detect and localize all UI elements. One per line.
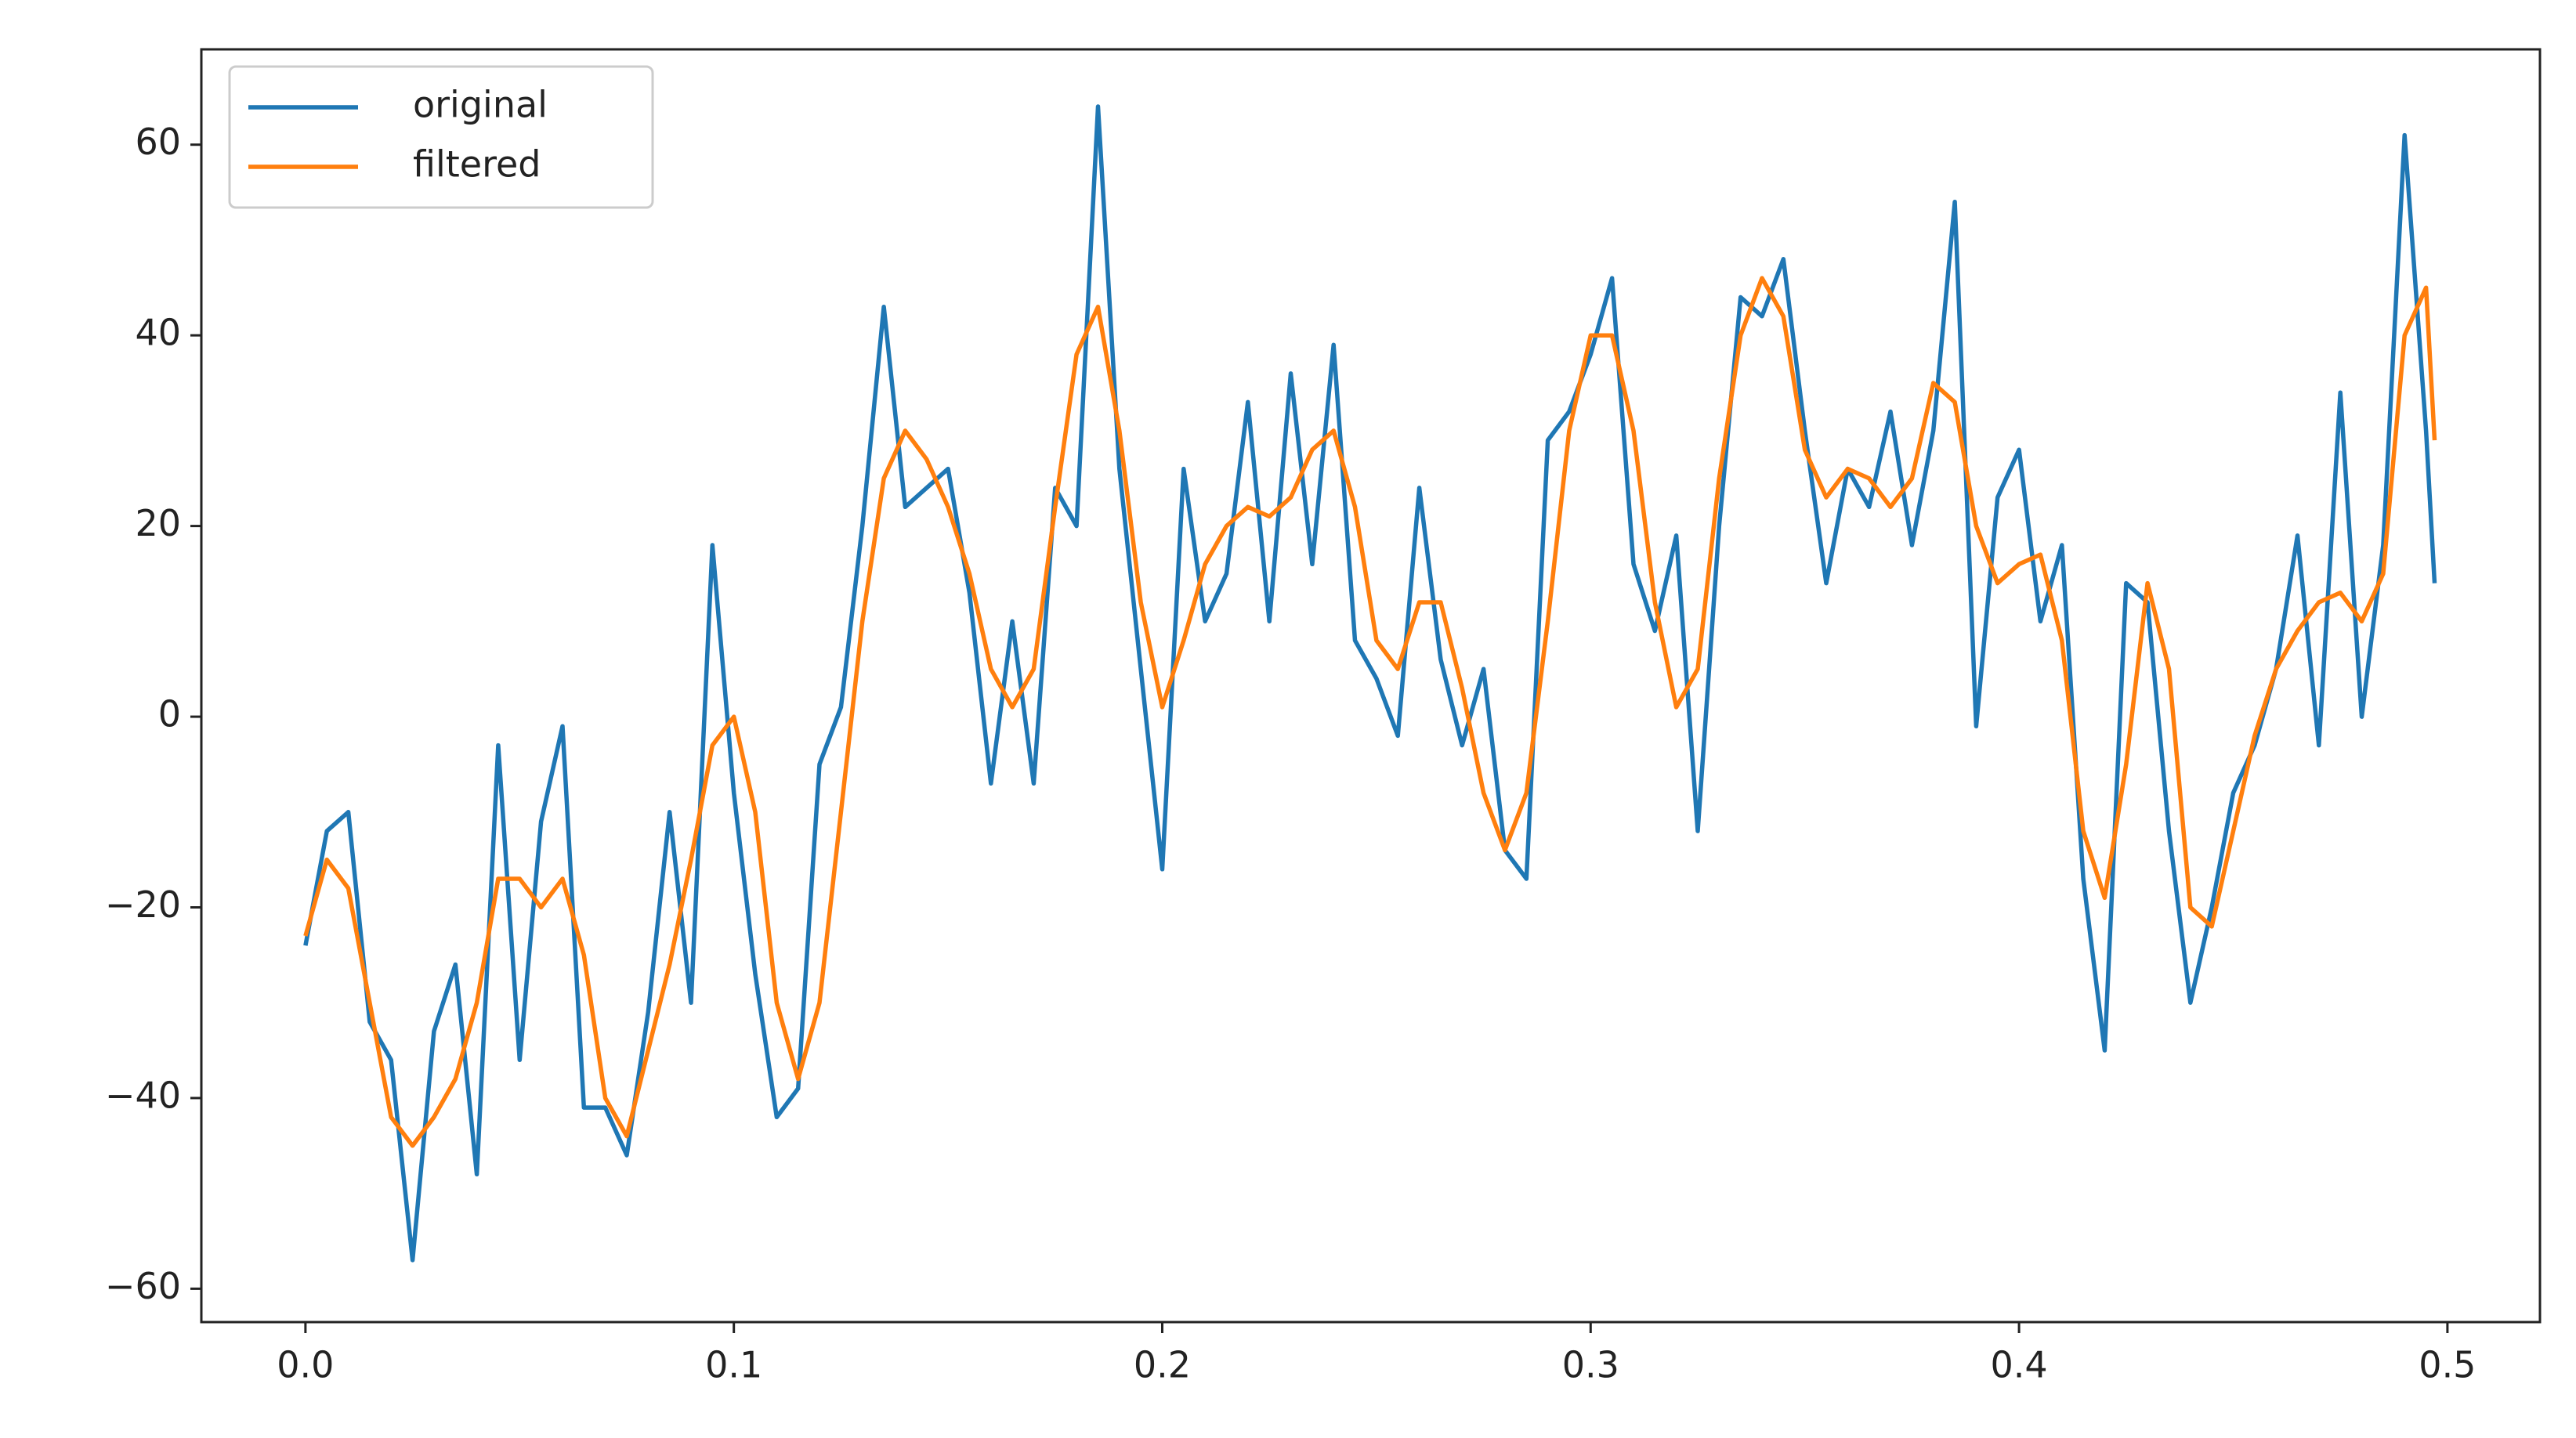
- y-tick-label: 60: [135, 121, 181, 163]
- legend-label: filtered: [413, 143, 541, 186]
- x-tick-label: 0.3: [1562, 1344, 1619, 1386]
- x-tick-label: 0.1: [705, 1344, 762, 1386]
- y-tick-label: −40: [105, 1074, 181, 1116]
- x-tick-label: 0.0: [277, 1344, 334, 1386]
- series-line: [303, 104, 2437, 1263]
- x-tick-label: 0.5: [2419, 1344, 2476, 1386]
- legend: original filtered: [228, 65, 654, 209]
- x-tick-label: 0.4: [1991, 1344, 2048, 1386]
- y-tick-label: −20: [105, 883, 181, 926]
- series-line: [303, 276, 2437, 1148]
- y-tick-label: 40: [135, 312, 181, 354]
- plot-frame: [200, 48, 2542, 1324]
- legend-label: original: [413, 84, 548, 126]
- y-tick-label: 20: [135, 502, 181, 544]
- x-tick-label: 0.2: [1134, 1344, 1191, 1386]
- legend-box: [228, 65, 654, 209]
- y-tick-label: −60: [105, 1265, 181, 1307]
- y-tick-label: 0: [158, 693, 181, 735]
